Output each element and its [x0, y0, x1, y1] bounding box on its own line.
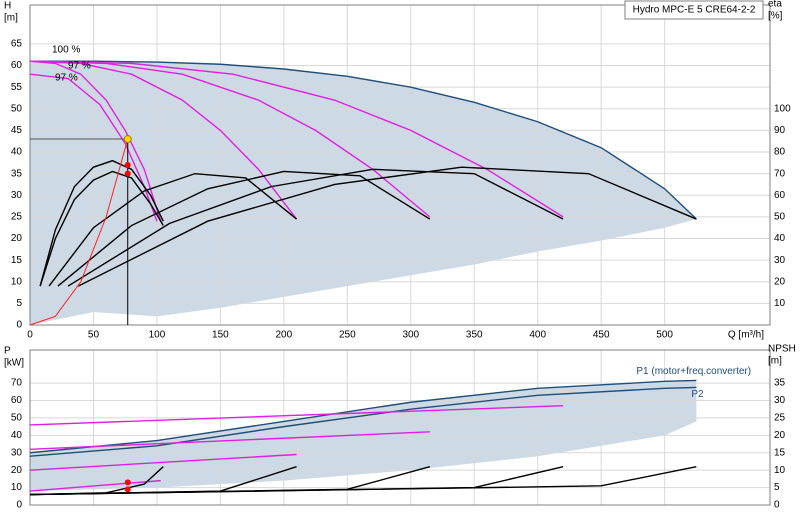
curve	[29, 379, 697, 454]
curve	[57, 170, 431, 287]
y-axis-label: [kW]	[4, 358, 24, 369]
x-tick-label: 100	[149, 330, 166, 341]
curve	[29, 405, 564, 426]
point	[124, 486, 131, 493]
curve	[29, 60, 162, 222]
annotation: 97 %	[68, 61, 91, 72]
y-tick-label: 45	[11, 125, 23, 136]
x-axis-label: Q [m³/h]	[728, 330, 764, 341]
curve	[48, 172, 297, 287]
curve	[67, 168, 564, 287]
curve-label: P2	[691, 389, 704, 400]
curve	[39, 159, 164, 287]
y-tick-label: 5	[16, 298, 22, 309]
curve-label: P1 (motor+freq.converter)	[636, 366, 751, 377]
x-tick-label: 250	[339, 330, 356, 341]
plot-frame	[29, 4, 771, 326]
annotation: 100 %	[52, 45, 80, 56]
y2-axis-label: [m]	[768, 356, 782, 367]
y2-tick-label: 10	[774, 298, 786, 309]
y-tick-label: 10	[11, 276, 23, 287]
y-tick-label: 0	[16, 320, 22, 331]
curve	[29, 60, 298, 220]
y2-tick-label: 20	[774, 430, 786, 441]
y-tick-label: 20	[11, 465, 23, 476]
y-tick-label: 60	[11, 395, 23, 406]
curve	[29, 465, 697, 496]
curve	[29, 138, 129, 326]
y-axis-label: H	[4, 1, 11, 12]
y-tick-label: 20	[11, 233, 23, 244]
point	[124, 479, 131, 486]
y2-tick-label: 70	[774, 168, 786, 179]
y2-tick-label: 5	[774, 482, 780, 493]
curve	[29, 73, 158, 222]
y-tick-label: 35	[11, 168, 23, 179]
y-tick-label: 65	[11, 39, 23, 50]
y-tick-label: 25	[11, 212, 23, 223]
y2-tick-label: 80	[774, 147, 786, 158]
point	[124, 170, 131, 177]
curve	[39, 170, 164, 287]
curve	[30, 60, 697, 220]
curve	[29, 453, 297, 471]
y2-tick-label: 90	[774, 125, 786, 136]
x-tick-label: 450	[593, 330, 610, 341]
x-tick-label: 350	[466, 330, 483, 341]
curve	[29, 60, 564, 218]
x-tick-label: 150	[212, 330, 229, 341]
x-tick-label: 200	[276, 330, 293, 341]
x-tick-label: 400	[529, 330, 546, 341]
duty-point	[123, 135, 132, 144]
y-axis-label: [m]	[4, 13, 18, 24]
y-tick-label: 15	[11, 255, 23, 266]
y2-tick-label: 30	[774, 255, 786, 266]
legend-box	[624, 0, 764, 20]
y2-tick-label: 30	[774, 395, 786, 406]
x-tick-label: 50	[88, 330, 100, 341]
point	[124, 162, 131, 168]
y2-tick-label: 50	[774, 212, 786, 223]
annotation: 97 %	[55, 73, 78, 84]
y2-axis-label: [%]	[768, 11, 783, 22]
y-tick-label: 40	[11, 430, 23, 441]
y-tick-label: 70	[11, 378, 23, 389]
y2-axis-label: NPSH	[768, 344, 796, 355]
y2-tick-label: 60	[774, 190, 786, 201]
x-tick-label: 500	[656, 330, 673, 341]
y-tick-label: 40	[11, 147, 23, 158]
y-tick-label: 0	[16, 500, 22, 511]
y-axis-label: P	[4, 346, 11, 357]
y-tick-label: 55	[11, 82, 23, 93]
y2-tick-label: 10	[774, 465, 786, 476]
plot-frame	[29, 349, 771, 506]
y2-tick-label: 0	[774, 500, 780, 511]
operating-area	[30, 61, 697, 325]
y2-tick-label: 40	[774, 233, 786, 244]
y-tick-label: 10	[11, 482, 23, 493]
y-tick-label: 30	[11, 190, 23, 201]
y2-tick-label: 35	[774, 378, 786, 389]
y2-tick-label: 25	[774, 413, 786, 424]
y2-tick-label: 15	[774, 447, 786, 458]
curve	[29, 386, 697, 457]
y2-axis-label: eta	[768, 0, 782, 10]
curve	[29, 479, 161, 492]
y-tick-label: 50	[11, 413, 23, 424]
legend-title: Hydro MPC-E 5 CRE64-2-2	[633, 5, 756, 16]
x-tick-label: 300	[402, 330, 419, 341]
y-tick-label: 30	[11, 447, 23, 458]
y2-tick-label: 100	[774, 103, 791, 114]
y-tick-label: 60	[11, 60, 23, 71]
y-tick-label: 50	[11, 103, 23, 114]
curve	[77, 166, 697, 287]
x-tick-label: 0	[27, 330, 33, 341]
y2-tick-label: 20	[774, 276, 786, 287]
curve	[29, 431, 430, 450]
